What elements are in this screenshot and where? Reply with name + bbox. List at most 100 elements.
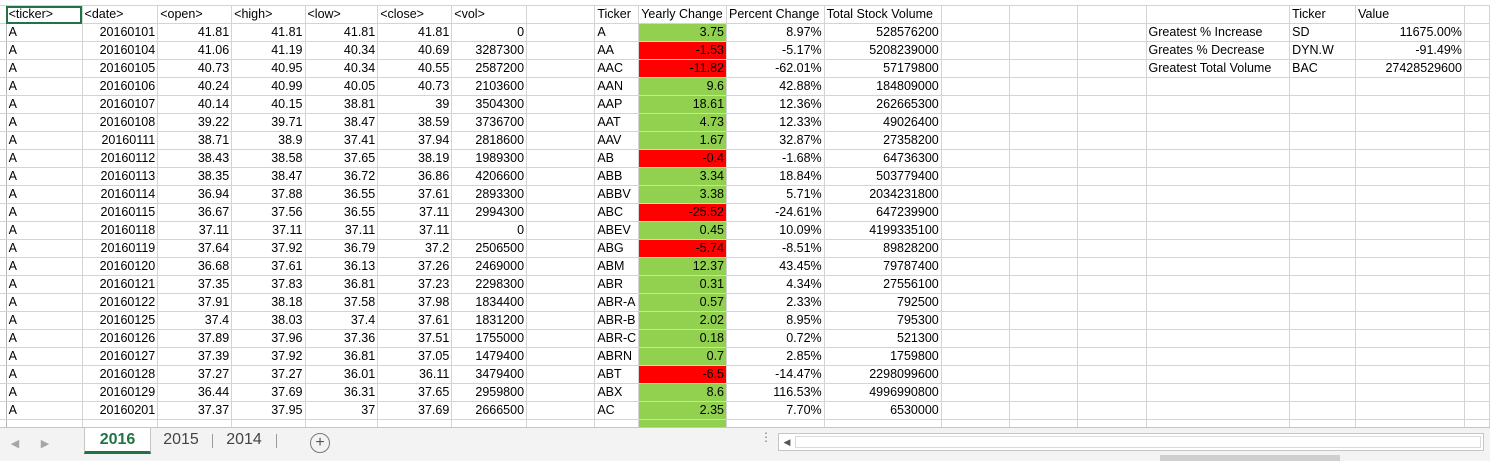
empty-cell[interactable]: [526, 23, 596, 42]
empty-cell[interactable]: [1289, 95, 1357, 114]
cell-ticker[interactable]: A: [6, 23, 83, 42]
empty-cell[interactable]: [526, 365, 596, 384]
empty-cell[interactable]: [1009, 239, 1079, 258]
empty-cell[interactable]: [941, 257, 1011, 276]
cell-close[interactable]: 37.69: [377, 401, 453, 420]
cell-date[interactable]: 20160128: [82, 365, 159, 384]
row-header-stub[interactable]: [0, 59, 7, 78]
cell-close[interactable]: 37.65: [377, 383, 453, 402]
cell-high[interactable]: 37.27: [231, 365, 306, 384]
cell-summary-ticker[interactable]: AAN: [594, 77, 640, 96]
empty-cell[interactable]: [1077, 257, 1147, 276]
empty-cell[interactable]: [1464, 131, 1490, 150]
header-yearly-change[interactable]: Yearly Change: [638, 5, 728, 24]
header-date[interactable]: <date>: [82, 5, 159, 24]
empty-cell[interactable]: [1289, 257, 1357, 276]
cell-low[interactable]: 36.81: [305, 275, 379, 294]
row-header-stub[interactable]: [0, 149, 7, 168]
cell-vol[interactable]: 3504300: [451, 95, 528, 114]
row-header-stub[interactable]: [0, 383, 7, 402]
empty-cell[interactable]: [1009, 131, 1079, 150]
cell-low[interactable]: 36.01: [305, 365, 379, 384]
cell-summary-ticker[interactable]: ABG: [594, 239, 640, 258]
header-close[interactable]: <close>: [377, 5, 453, 24]
empty-cell[interactable]: [941, 185, 1011, 204]
cell-low[interactable]: 36.79: [305, 239, 379, 258]
cell-vol[interactable]: 0: [451, 221, 528, 240]
cell-low[interactable]: 36.72: [305, 167, 379, 186]
header-total-volume[interactable]: Total Stock Volume: [824, 5, 942, 24]
cell-date[interactable]: 20160129: [82, 383, 159, 402]
cell-percent-change[interactable]: 2.85%: [726, 347, 825, 366]
empty-cell[interactable]: [1355, 365, 1465, 384]
cell-percent-change[interactable]: 7.70%: [726, 401, 825, 420]
empty-cell[interactable]: [1289, 239, 1357, 258]
empty-cell[interactable]: [1077, 275, 1147, 294]
cell-date[interactable]: 20160111: [82, 131, 159, 150]
cell-open[interactable]: 40.73: [157, 59, 233, 78]
cell-summary-ticker[interactable]: ABEV: [594, 221, 640, 240]
horizontal-scrollbar[interactable]: ◀: [778, 433, 1484, 451]
cell-high[interactable]: 37.83: [231, 275, 306, 294]
row-header-stub[interactable]: [0, 329, 7, 348]
cell-date[interactable]: 20160122: [82, 293, 159, 312]
header-percent-change[interactable]: Percent Change: [726, 5, 825, 24]
cell-ticker[interactable]: A: [6, 221, 83, 240]
empty-cell[interactable]: [1464, 95, 1490, 114]
cell-close[interactable]: 39: [377, 95, 453, 114]
row-header-stub[interactable]: [0, 5, 7, 24]
cell-ticker[interactable]: A: [6, 59, 83, 78]
cell-percent-change[interactable]: 12.33%: [726, 113, 825, 132]
cell-percent-change[interactable]: -62.01%: [726, 59, 825, 78]
empty-cell[interactable]: [1355, 239, 1465, 258]
empty-cell[interactable]: [1009, 95, 1079, 114]
cell-percent-change[interactable]: 0.72%: [726, 329, 825, 348]
cell-open[interactable]: 38.35: [157, 167, 233, 186]
empty-cell[interactable]: [1355, 77, 1465, 96]
cell-ticker[interactable]: A: [6, 311, 83, 330]
greatest-ticker[interactable]: SD: [1289, 23, 1357, 42]
cell-percent-change[interactable]: 12.36%: [726, 95, 825, 114]
cell-yearly-change[interactable]: 9.6: [638, 77, 728, 96]
row-header-stub[interactable]: [0, 95, 7, 114]
cell-yearly-change[interactable]: 0.45: [638, 221, 728, 240]
cell-percent-change[interactable]: 32.87%: [726, 131, 825, 150]
empty-cell[interactable]: [526, 59, 596, 78]
cell-open[interactable]: 37.37: [157, 401, 233, 420]
cell-total-volume[interactable]: 4996990800: [824, 383, 942, 402]
empty-cell[interactable]: [1355, 401, 1465, 420]
cell-vol[interactable]: 2666500: [451, 401, 528, 420]
cell-ticker[interactable]: A: [6, 41, 83, 60]
empty-cell[interactable]: [1146, 95, 1291, 114]
cell-low[interactable]: 40.05: [305, 77, 379, 96]
empty-cell[interactable]: [1009, 77, 1079, 96]
cell-percent-change[interactable]: 43.45%: [726, 257, 825, 276]
cell-yearly-change[interactable]: 3.34: [638, 167, 728, 186]
empty-cell[interactable]: [1146, 293, 1291, 312]
empty-cell[interactable]: [1464, 401, 1490, 420]
cell-yearly-change[interactable]: -1.53: [638, 41, 728, 60]
cell-summary-ticker[interactable]: ABT: [594, 365, 640, 384]
cell-low[interactable]: 37.36: [305, 329, 379, 348]
empty-cell[interactable]: [1077, 401, 1147, 420]
empty-cell[interactable]: [941, 95, 1011, 114]
cell-percent-change[interactable]: -24.61%: [726, 203, 825, 222]
empty-cell[interactable]: [526, 95, 596, 114]
cell-high[interactable]: 38.18: [231, 293, 306, 312]
empty-cell[interactable]: [1355, 95, 1465, 114]
cell-yearly-change[interactable]: 4.73: [638, 113, 728, 132]
empty-cell[interactable]: [1464, 239, 1490, 258]
empty-cell[interactable]: [1077, 311, 1147, 330]
empty-cell[interactable]: [526, 203, 596, 222]
cell-high[interactable]: 37.56: [231, 203, 306, 222]
empty-cell[interactable]: [1464, 329, 1490, 348]
cell-summary-ticker[interactable]: AB: [594, 149, 640, 168]
cell-open[interactable]: 41.81: [157, 23, 233, 42]
empty-cell[interactable]: [1355, 149, 1465, 168]
empty-cell[interactable]: [941, 131, 1011, 150]
cell-date[interactable]: 20160125: [82, 311, 159, 330]
empty-cell[interactable]: [1464, 257, 1490, 276]
empty-cell[interactable]: [824, 419, 942, 427]
empty-cell[interactable]: [1464, 167, 1490, 186]
empty-cell[interactable]: [1289, 293, 1357, 312]
